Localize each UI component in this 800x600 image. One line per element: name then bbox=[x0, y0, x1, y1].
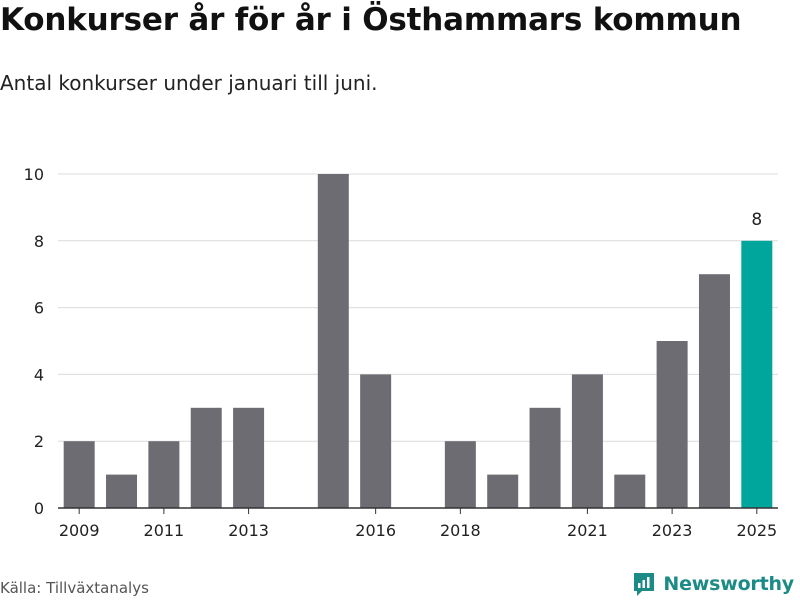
x-tick-label: 2021 bbox=[567, 521, 608, 540]
bar-2018 bbox=[444, 441, 476, 508]
x-tick-label: 2011 bbox=[144, 521, 185, 540]
chart-title: Konkurser år för år i Östhammars kommun bbox=[0, 2, 742, 38]
x-tick-label: 2016 bbox=[355, 521, 396, 540]
bar-2010 bbox=[106, 474, 138, 508]
y-tick-label: 6 bbox=[34, 299, 44, 318]
source-note: Källa: Tillväxtanalys bbox=[0, 579, 149, 597]
bar-2009 bbox=[63, 441, 95, 508]
brand-name: Newsworthy bbox=[663, 573, 794, 595]
bar-2021 bbox=[571, 374, 603, 508]
bar-2016 bbox=[360, 374, 392, 508]
bar-2012 bbox=[190, 407, 222, 508]
x-tick-label: 2009 bbox=[59, 521, 100, 540]
x-tick-label: 2025 bbox=[736, 521, 777, 540]
newsworthy-logo-icon bbox=[634, 573, 655, 596]
bar-2025 bbox=[741, 240, 773, 509]
y-tick-label: 4 bbox=[34, 365, 44, 384]
bar-2011 bbox=[148, 441, 180, 508]
bar-2020 bbox=[529, 407, 561, 508]
y-tick-label: 10 bbox=[24, 165, 44, 184]
x-tick-label: 2023 bbox=[652, 521, 693, 540]
bar-2015 bbox=[317, 174, 349, 508]
x-tick-label: 2018 bbox=[440, 521, 481, 540]
bar-2024 bbox=[698, 274, 730, 508]
brand-logo: Newsworthy bbox=[632, 571, 794, 597]
bar-2023 bbox=[656, 341, 688, 508]
bar-2019 bbox=[487, 474, 519, 508]
data-label: 8 bbox=[751, 210, 762, 230]
y-tick-label: 0 bbox=[34, 499, 44, 518]
x-tick-label: 2013 bbox=[228, 521, 269, 540]
bar-2013 bbox=[233, 407, 265, 508]
bar-2022 bbox=[614, 474, 646, 508]
chart-subtitle: Antal konkurser under januari till juni. bbox=[0, 71, 378, 95]
y-tick-label: 8 bbox=[34, 232, 44, 251]
y-tick-label: 2 bbox=[34, 432, 44, 451]
